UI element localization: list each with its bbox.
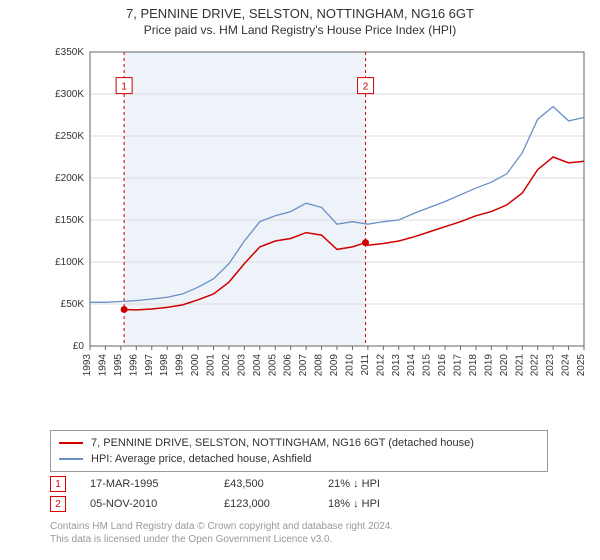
svg-text:1995: 1995 [113,354,124,377]
marker-index-icon: 1 [50,476,66,492]
transaction-price: £43,500 [224,478,304,490]
svg-text:2002: 2002 [221,354,232,377]
legend-swatch [59,458,83,460]
transaction-diff: 21% ↓ HPI [328,478,408,490]
svg-text:1996: 1996 [128,354,139,377]
marker-index-icon: 2 [50,496,66,512]
svg-text:2003: 2003 [236,354,247,377]
svg-text:2012: 2012 [375,354,386,377]
transaction-diff: 18% ↓ HPI [328,498,408,510]
svg-text:2015: 2015 [422,354,433,377]
svg-text:2008: 2008 [314,354,325,377]
svg-text:1: 1 [121,82,127,93]
svg-text:£200K: £200K [55,173,84,184]
transaction-price: £123,000 [224,498,304,510]
svg-text:2011: 2011 [360,354,371,376]
svg-text:2025: 2025 [576,354,587,377]
legend-label: 7, PENNINE DRIVE, SELSTON, NOTTINGHAM, N… [91,435,474,451]
svg-text:2016: 2016 [437,354,448,377]
svg-text:2006: 2006 [283,354,294,377]
svg-text:2013: 2013 [391,354,402,377]
svg-text:2021: 2021 [514,354,525,377]
svg-text:£300K: £300K [55,89,84,100]
svg-text:2014: 2014 [406,354,417,377]
svg-text:1999: 1999 [175,354,186,377]
svg-text:2000: 2000 [190,354,201,377]
svg-text:2004: 2004 [252,354,263,377]
svg-text:£0: £0 [73,341,85,352]
svg-text:£250K: £250K [55,131,84,142]
svg-text:1994: 1994 [97,354,108,377]
footnote: Contains HM Land Registry data © Crown c… [50,520,393,546]
svg-text:1997: 1997 [144,354,155,377]
price-chart: £0 £50K £100K £150K £200K £250K £300K £350K 1993… [50,46,590,386]
transaction-row: 1 17-MAR-1995 £43,500 21% ↓ HPI [50,474,408,494]
svg-text:2005: 2005 [267,354,278,377]
svg-text:1998: 1998 [159,354,170,377]
chart-subtitle: Price paid vs. HM Land Registry's House … [0,23,600,37]
svg-text:2018: 2018 [468,354,479,377]
legend-item: HPI: Average price, detached house, Ashf… [59,451,539,467]
svg-text:2001: 2001 [206,354,217,377]
transaction-date: 17-MAR-1995 [90,478,200,490]
legend: 7, PENNINE DRIVE, SELSTON, NOTTINGHAM, N… [50,430,548,472]
svg-text:2010: 2010 [344,354,355,377]
svg-text:£150K: £150K [55,215,84,226]
svg-text:2007: 2007 [298,354,309,377]
svg-text:1993: 1993 [82,354,93,377]
arrow-down-icon: ↓ [353,498,359,510]
svg-text:2022: 2022 [530,354,541,377]
transaction-date: 05-NOV-2010 [90,498,200,510]
svg-text:2023: 2023 [545,354,556,377]
legend-item: 7, PENNINE DRIVE, SELSTON, NOTTINGHAM, N… [59,435,539,451]
svg-text:£350K: £350K [55,47,84,58]
svg-text:2017: 2017 [453,354,464,377]
legend-swatch [59,442,83,444]
svg-text:2009: 2009 [329,354,340,377]
transaction-table: 1 17-MAR-1995 £43,500 21% ↓ HPI 2 05-NOV… [50,474,408,514]
chart-title: 7, PENNINE DRIVE, SELSTON, NOTTINGHAM, N… [0,6,600,21]
transaction-row: 2 05-NOV-2010 £123,000 18% ↓ HPI [50,494,408,514]
svg-text:2019: 2019 [483,354,494,377]
legend-label: HPI: Average price, detached house, Ashf… [91,451,312,467]
svg-text:2024: 2024 [561,354,572,377]
svg-text:£50K: £50K [61,299,85,310]
arrow-down-icon: ↓ [353,478,359,490]
svg-text:£100K: £100K [55,257,84,268]
svg-text:2020: 2020 [499,354,510,377]
svg-text:2: 2 [363,82,369,93]
